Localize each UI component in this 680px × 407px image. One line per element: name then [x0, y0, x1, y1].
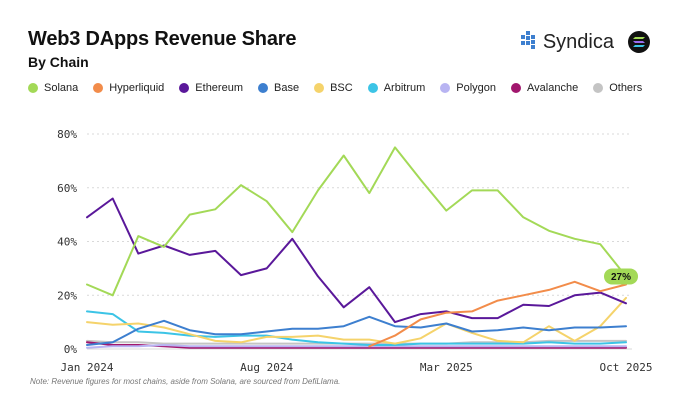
legend-label-base: Base [274, 82, 300, 94]
legend-item-arbitrum: Arbitrum [367, 82, 426, 94]
legend-item-polygon: Polygon [440, 82, 496, 94]
legend-item-hyperliquid: Hyperliquid [93, 82, 164, 94]
legend-swatch-hyperliquid [93, 83, 104, 93]
y-tick-label: 0% [64, 343, 78, 356]
end-value-badge [604, 268, 638, 285]
x-tick-label: Jan 2024 [61, 361, 114, 374]
footnote: Note: Revenue figures for most chains, a… [30, 377, 341, 386]
legend-item-base: Base [258, 82, 299, 94]
legend-label-arbitrum: Arbitrum [383, 82, 426, 94]
legend-item-avalanche: Avalanche [511, 82, 578, 94]
chart-title: Web3 DApps Revenue Share [28, 28, 297, 50]
brand-area: Syndica [520, 30, 650, 54]
x-tick-label: Aug 2024 [240, 361, 293, 374]
y-tick-label: 20% [57, 289, 77, 302]
chart-subtitle: By Chain [28, 54, 89, 70]
x-tick-label: Oct 2025 [600, 361, 653, 374]
legend-swatch-polygon [440, 83, 451, 93]
solana-icon [628, 31, 650, 53]
legend-label-solana: Solana [44, 82, 79, 94]
series-line-hyperliquid [368, 280, 627, 348]
legend-label-ethereum: Ethereum [195, 82, 243, 94]
legend-label-others: Others [609, 82, 643, 94]
y-tick-label: 60% [57, 182, 77, 195]
legend-swatch-arbitrum [367, 83, 378, 93]
legend-item-bsc: BSC [314, 82, 353, 94]
legend-swatch-avalanche [511, 83, 522, 93]
end-value-label: 27% [611, 272, 631, 283]
legend-item-solana: Solana [28, 82, 78, 94]
series-line-solana [86, 146, 627, 297]
series-line-avalanche [86, 341, 627, 349]
legend-item-others: Others [593, 82, 642, 94]
x-tick-label: Mar 2025 [420, 361, 473, 374]
series-line-base [86, 315, 627, 346]
series-line-bsc [86, 296, 627, 345]
y-tick-label: 80% [57, 128, 77, 141]
legend-swatch-bsc [314, 83, 325, 93]
series-line-ethereum [86, 197, 627, 324]
legend-swatch-ethereum [179, 83, 190, 93]
syndica-logo-icon [520, 30, 539, 54]
brand-name: Syndica [542, 30, 614, 53]
series-line-polygon [86, 344, 627, 349]
legend-swatch-solana [28, 83, 38, 93]
y-tick-label: 40% [57, 236, 77, 249]
legend-label-polygon: Polygon [456, 82, 497, 94]
legend: Solana Hyperliquid Ethereum Base BSC Arbitrum… [28, 82, 642, 94]
legend-label-bsc: BSC [330, 82, 353, 94]
syndica-logo: Syndica [520, 30, 614, 54]
legend-label-avalanche: Avalanche [527, 82, 579, 94]
series-line-arbitrum [86, 310, 627, 346]
legend-label-hyperliquid: Hyperliquid [109, 82, 165, 94]
legend-swatch-others [593, 83, 604, 93]
legend-item-ethereum: Ethereum [179, 82, 243, 94]
legend-swatch-base [258, 83, 268, 93]
